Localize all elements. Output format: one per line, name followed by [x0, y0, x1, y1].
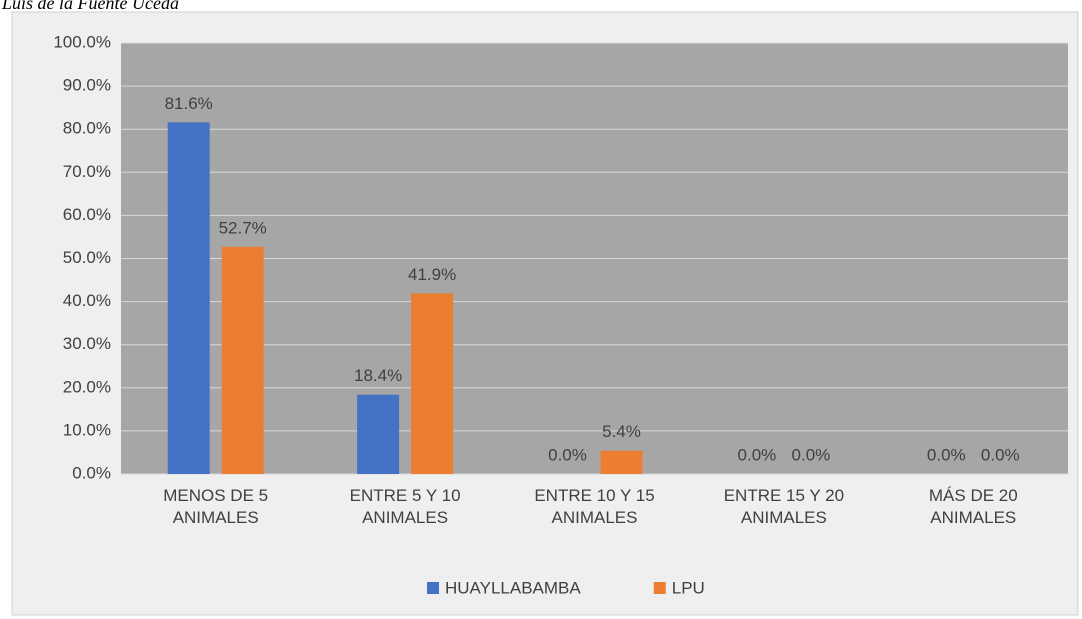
data-label: 81.6% — [165, 94, 213, 113]
legend-swatch — [427, 582, 439, 594]
x-tick-label: ENTRE 5 Y 10 ANIMALES — [349, 486, 461, 527]
caption: Luis de la Fuente Uceda — [1, 0, 179, 13]
bar — [357, 394, 400, 474]
y-tick-label: 70.0% — [63, 162, 111, 181]
legend-swatch — [653, 582, 666, 594]
data-label: 18.4% — [354, 366, 402, 385]
y-tick-label: 90.0% — [63, 76, 111, 95]
x-tick-label-box: ENTRE 10 Y 15 ANIMALES — [534, 486, 655, 527]
y-tick-label: 10.0% — [63, 420, 111, 439]
data-label: 0.0% — [927, 445, 966, 464]
data-label: 5.4% — [602, 422, 641, 441]
y-tick-label: 60.0% — [63, 205, 111, 224]
legend-label: HUAYLLABAMBA — [445, 578, 581, 597]
x-tick-label: MENOS DE 5 ANIMALES — [163, 486, 269, 527]
y-tick-label: 80.0% — [63, 119, 111, 138]
x-tick-label-box: ENTRE 15 Y 20 ANIMALES — [723, 486, 845, 527]
x-tick-label: ENTRE 10 Y 15 ANIMALES — [534, 486, 655, 527]
data-label: 0.0% — [981, 445, 1020, 464]
data-label: 0.0% — [792, 445, 831, 464]
x-tick-label: ENTRE 15 Y 20 ANIMALES — [723, 486, 845, 527]
x-tick-label: MÁS DE 20 ANIMALES — [928, 486, 1018, 527]
bar — [600, 450, 643, 474]
x-tick-label-box: MÁS DE 20 ANIMALES — [928, 486, 1018, 527]
data-label: 0.0% — [738, 445, 777, 464]
y-tick-label: 0.0% — [72, 463, 111, 482]
y-tick-label: 30.0% — [63, 334, 111, 353]
x-tick-label-box: ENTRE 5 Y 10 ANIMALES — [349, 486, 461, 527]
data-label: 0.0% — [548, 445, 587, 464]
data-label: 41.9% — [408, 265, 456, 284]
x-tick-label-box: MENOS DE 5 ANIMALES — [163, 486, 269, 527]
bar — [167, 122, 210, 474]
bar — [411, 293, 454, 474]
legend-label: LPU — [672, 578, 705, 597]
data-label: 52.7% — [219, 218, 267, 237]
y-tick-label: 100.0% — [53, 32, 111, 51]
y-tick-label: 50.0% — [63, 248, 111, 267]
y-tick-label: 40.0% — [63, 291, 111, 310]
bar — [221, 246, 264, 474]
y-tick-label: 20.0% — [63, 377, 111, 396]
